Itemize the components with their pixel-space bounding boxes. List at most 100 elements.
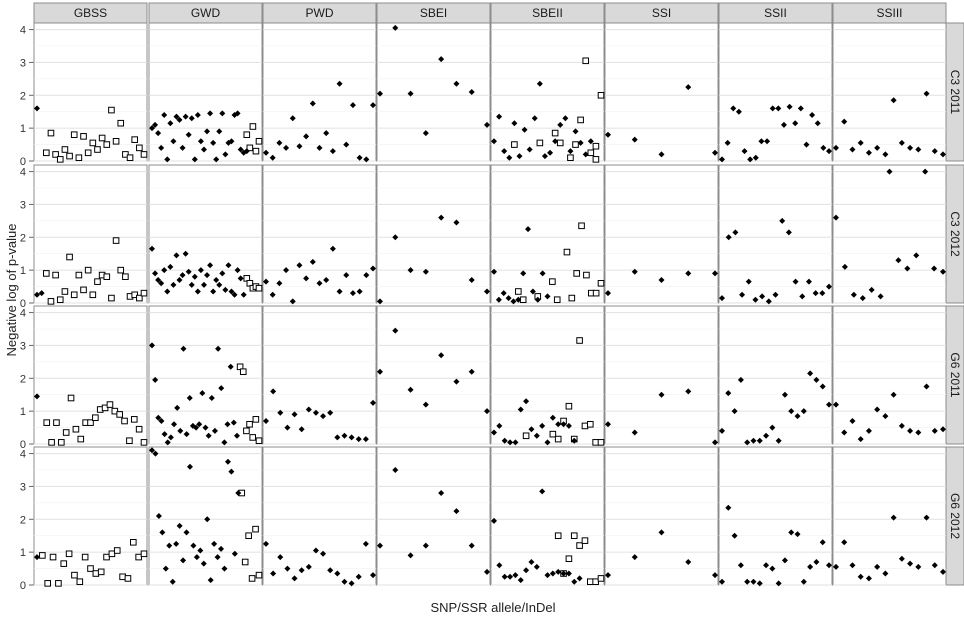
snp-point — [826, 401, 832, 408]
snp-point — [931, 265, 938, 272]
snp-point — [164, 439, 171, 446]
ssr-point — [587, 420, 594, 428]
snp-point — [155, 513, 162, 519]
snp-point — [915, 563, 922, 570]
column-strip-label: GBSS — [74, 6, 107, 20]
snp-point — [214, 554, 221, 561]
ssr-point — [582, 57, 590, 65]
panel — [490, 305, 605, 446]
ssr-point — [112, 137, 120, 145]
snp-point — [507, 573, 514, 580]
snp-point — [235, 490, 242, 496]
snp-point — [180, 345, 187, 352]
ssr-point — [108, 294, 115, 302]
snp-point — [931, 427, 938, 434]
snp-point — [536, 80, 543, 87]
ssr-point — [103, 273, 111, 281]
ssr-point — [536, 139, 544, 147]
snp-point — [658, 277, 665, 283]
snp-point — [161, 112, 168, 118]
snp-point — [219, 270, 226, 277]
ssr-point — [140, 289, 148, 297]
snp-point — [228, 138, 235, 145]
snp-point — [820, 144, 827, 151]
snp-point — [841, 118, 848, 125]
snp-point — [193, 554, 200, 561]
snp-point — [34, 554, 40, 561]
y-tick-label: 3 — [20, 340, 26, 352]
snp-point — [362, 436, 369, 443]
snp-point — [149, 342, 155, 349]
snp-point — [422, 542, 429, 549]
snp-point — [841, 263, 848, 270]
row-strip-label: G6 2011 — [948, 352, 962, 397]
snp-point — [363, 156, 370, 163]
snp-point — [218, 385, 225, 392]
ssr-point — [592, 289, 600, 297]
snp-point — [188, 281, 195, 288]
snp-point — [786, 103, 793, 110]
snp-point — [511, 120, 518, 127]
y-tick-label: 2 — [20, 373, 26, 385]
ssr-point — [553, 296, 561, 304]
snp-point — [298, 567, 305, 574]
snp-point — [207, 262, 214, 269]
snp-point — [453, 219, 460, 226]
panel-frame — [262, 446, 377, 586]
snp-point — [177, 427, 184, 434]
panel — [376, 446, 491, 586]
ssr-point — [65, 550, 73, 558]
snp-point — [334, 570, 341, 577]
y-tick-label: 1 — [20, 406, 26, 418]
snp-point — [794, 531, 801, 538]
snp-point — [343, 272, 350, 279]
ssr-point — [130, 416, 138, 423]
snp-point — [174, 404, 181, 411]
snp-point — [544, 439, 551, 446]
ssr-point — [576, 542, 583, 549]
snp-point — [152, 121, 159, 128]
snp-point — [392, 234, 399, 241]
snp-point — [907, 144, 914, 151]
panel — [490, 446, 605, 586]
snp-point — [826, 148, 832, 155]
snp-point — [507, 439, 514, 446]
snp-point — [173, 252, 180, 259]
snp-point — [712, 149, 718, 156]
snp-point — [737, 376, 744, 383]
snp-point — [750, 437, 757, 444]
snp-point — [349, 290, 356, 297]
snp-point — [658, 391, 665, 398]
snp-point — [923, 514, 930, 521]
snp-point — [210, 139, 217, 146]
snp-point — [731, 408, 738, 415]
ssr-point — [130, 538, 137, 546]
snp-point — [555, 421, 562, 428]
snp-point — [812, 290, 819, 297]
ssr-point — [89, 291, 97, 299]
snp-point — [173, 113, 180, 120]
snp-point — [549, 414, 556, 421]
snp-point — [468, 89, 475, 95]
snp-point — [183, 431, 190, 438]
snp-point — [719, 295, 725, 302]
snp-point — [341, 432, 348, 439]
panel — [148, 22, 263, 163]
snp-point — [576, 575, 583, 582]
snp-point — [197, 138, 204, 145]
ssr-point — [252, 525, 259, 533]
panel-frame — [718, 305, 833, 445]
snp-point — [788, 408, 795, 415]
ssr-point — [113, 547, 121, 554]
ssr-point — [92, 570, 100, 577]
y-tick-label: 0 — [20, 580, 26, 592]
row-strip: G6 2011 — [945, 305, 964, 445]
snp-point — [814, 120, 821, 127]
snp-point — [191, 273, 198, 280]
snp-point — [34, 291, 40, 298]
snp-point — [819, 383, 826, 390]
snp-point — [685, 388, 692, 395]
snp-point — [199, 390, 206, 397]
snp-point — [528, 426, 535, 433]
snp-point — [557, 121, 564, 128]
